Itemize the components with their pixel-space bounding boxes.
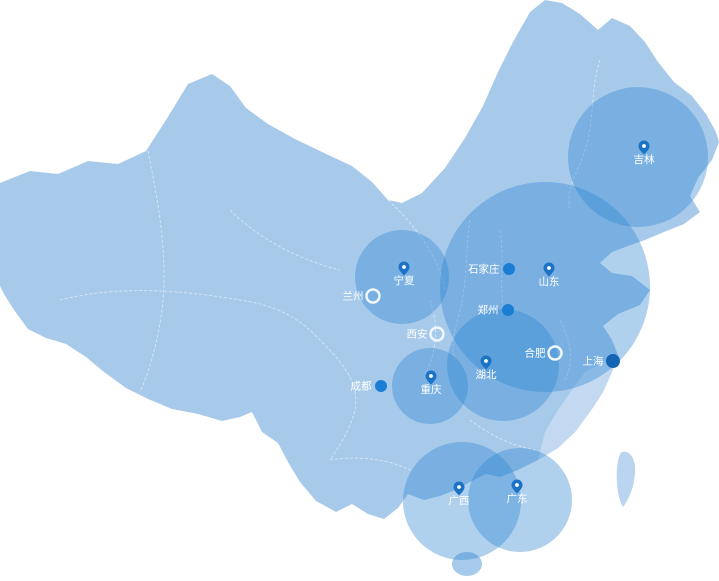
city-dot-icon <box>375 380 387 392</box>
map-marker-lanzhou[interactable]: 兰州 <box>343 288 381 304</box>
marker-label-guangdong: 广东 <box>507 492 528 505</box>
marker-label-hefei: 合肥 <box>525 347 546 360</box>
map-marker-jilin[interactable]: 吉林 <box>634 140 655 167</box>
taiwan-island <box>616 451 636 507</box>
coverage-circles-layer <box>355 87 708 560</box>
map-marker-hefei[interactable]: 合肥 <box>525 345 563 361</box>
coverage-circle-guangdong <box>468 448 572 552</box>
map-marker-hubei[interactable]: 湖北 <box>476 355 497 382</box>
marker-label-xian: 西安 <box>407 328 428 341</box>
southeast-coast-region <box>538 355 618 460</box>
marker-label-shijiazhuang: 石家庄 <box>468 263 500 276</box>
marker-label-shandong: 山东 <box>539 275 560 288</box>
city-dot-icon <box>606 354 620 368</box>
pin-hole <box>457 485 461 489</box>
map-marker-shandong[interactable]: 山东 <box>539 262 560 289</box>
pin-hole <box>642 144 646 148</box>
marker-label-guangxi: 广西 <box>449 495 470 507</box>
china-landmass <box>0 0 719 519</box>
marker-label-ningxia: 宁夏 <box>394 274 415 287</box>
marker-label-chongqing: 重庆 <box>421 383 442 396</box>
city-dot-icon <box>503 263 515 275</box>
map-marker-chengdu[interactable]: 成都 <box>351 380 388 393</box>
city-ring-icon <box>365 288 381 304</box>
hainan-island <box>452 552 482 576</box>
city-dot-icon <box>502 304 514 316</box>
pin-hole <box>429 374 433 378</box>
coverage-circle-guangxi <box>403 442 521 560</box>
map-marker-shijiazhuang[interactable]: 石家庄 <box>468 263 515 276</box>
map-marker-chongqing[interactable]: 重庆 <box>421 370 442 397</box>
map-marker-ningxia[interactable]: 宁夏 <box>394 261 415 288</box>
pin-hole <box>547 266 551 270</box>
marker-label-hubei: 湖北 <box>476 369 497 381</box>
coverage-circle-jilin <box>568 87 708 227</box>
map-marker-guangdong[interactable]: 广东 <box>507 479 528 506</box>
city-ring-icon <box>547 345 563 361</box>
pin-hole <box>515 483 519 487</box>
marker-label-zhengzhou: 郑州 <box>478 304 499 317</box>
marker-label-shanghai: 上海 <box>583 355 604 368</box>
marker-label-chengdu: 成都 <box>351 381 372 393</box>
marker-label-lanzhou: 兰州 <box>343 290 364 303</box>
map-marker-shanghai[interactable]: 上海 <box>583 354 621 368</box>
coverage-circle-chongqing <box>392 348 468 424</box>
pin-hole <box>402 265 406 269</box>
marker-label-jilin: 吉林 <box>634 153 655 166</box>
map-marker-guangxi[interactable]: 广西 <box>449 481 470 508</box>
coverage-circle-hubei <box>447 309 559 421</box>
map-marker-zhengzhou[interactable]: 郑州 <box>478 304 515 317</box>
map-marker-xian[interactable]: 西安 <box>407 326 445 342</box>
coverage-circle-north-china <box>440 182 650 392</box>
pin-hole <box>484 359 488 363</box>
city-ring-icon <box>429 326 445 342</box>
